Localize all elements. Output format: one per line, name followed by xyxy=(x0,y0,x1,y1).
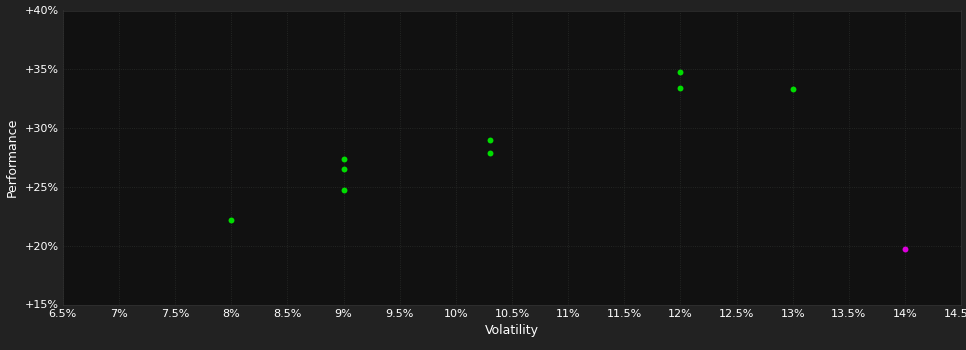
Point xyxy=(482,150,497,156)
Point xyxy=(482,137,497,143)
Point xyxy=(336,167,352,172)
Point xyxy=(223,217,239,223)
Point xyxy=(336,188,352,193)
X-axis label: Volatility: Volatility xyxy=(485,324,539,337)
Point xyxy=(336,156,352,161)
Point xyxy=(785,86,801,92)
Point xyxy=(672,69,688,75)
Point xyxy=(897,246,913,252)
Point xyxy=(672,85,688,91)
Y-axis label: Performance: Performance xyxy=(6,118,19,197)
